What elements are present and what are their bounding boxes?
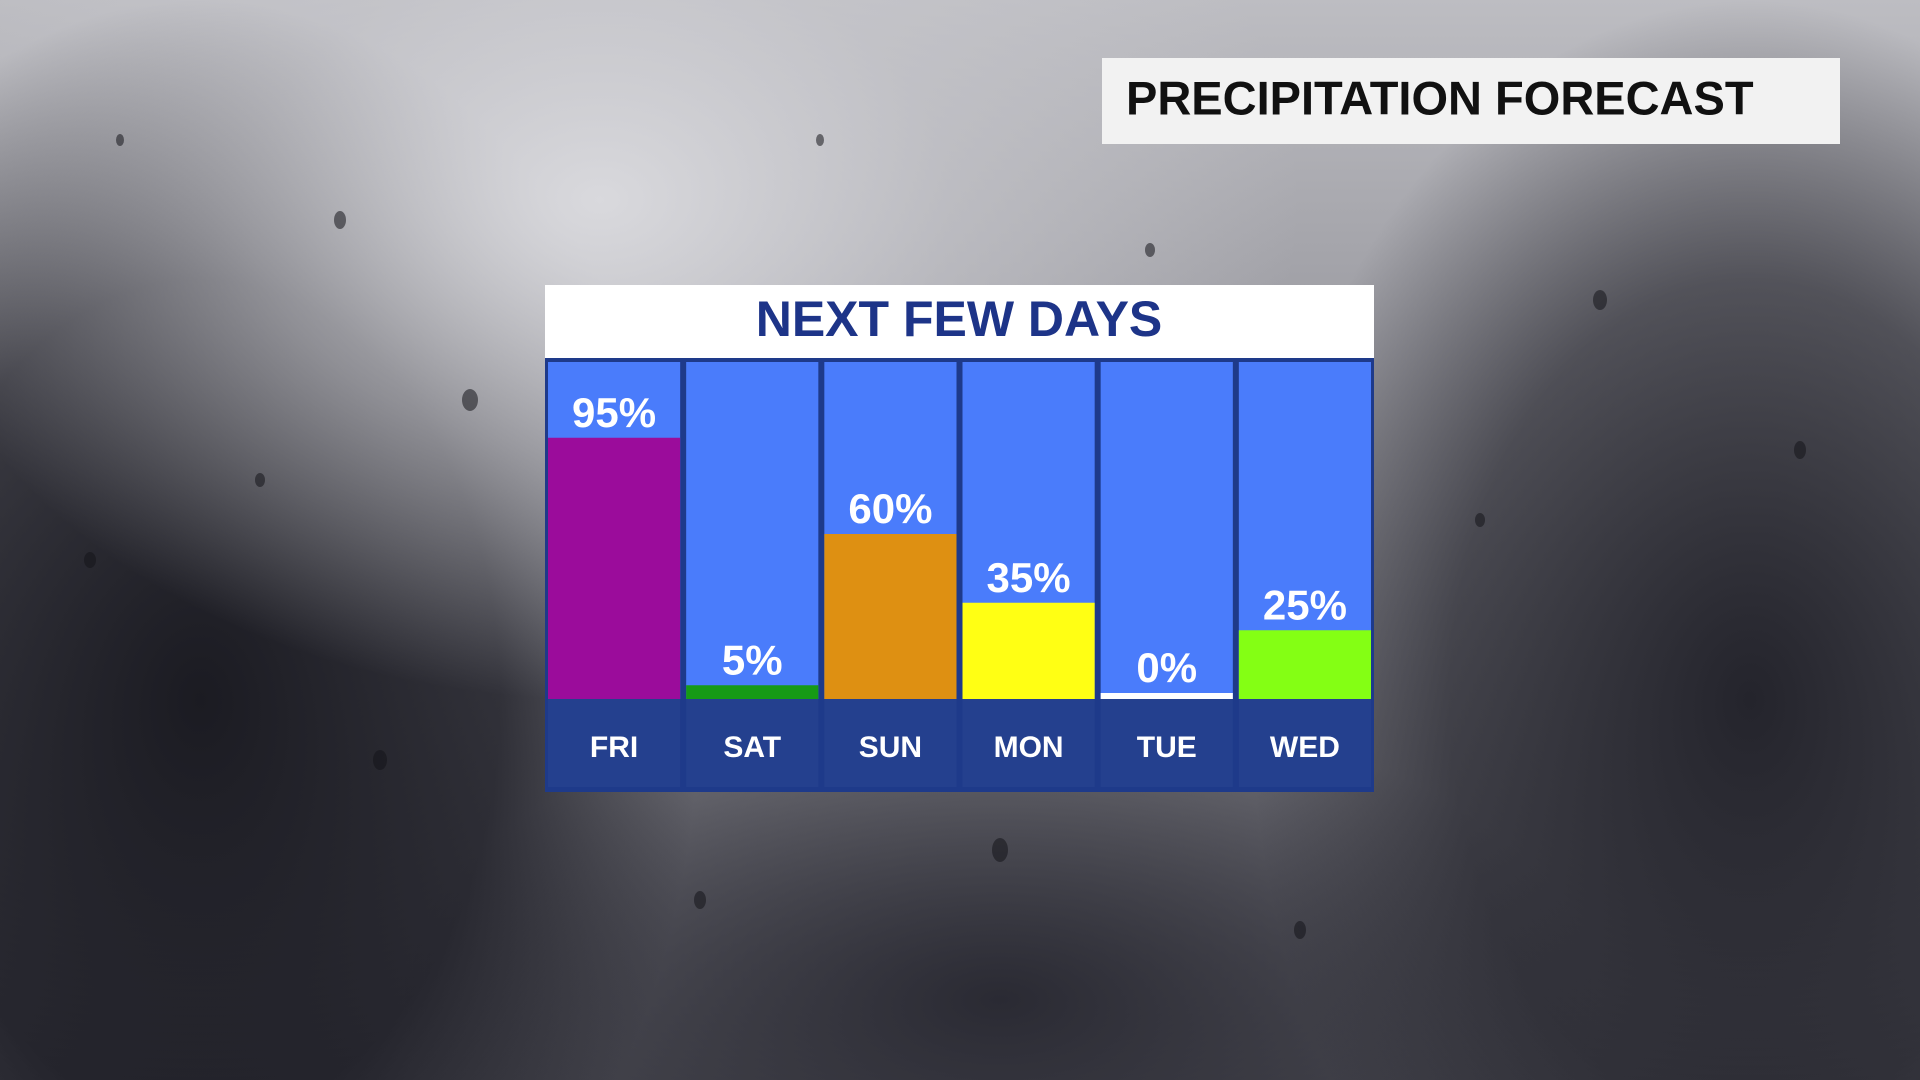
banner-title: PRECIPITATION FORECAST [1126,71,1754,124]
column-background [1100,362,1233,699]
chart-title: NEXT FEW DAYS [756,291,1163,347]
bar [824,534,957,699]
chart-frame [545,358,1374,792]
bar [1100,693,1233,699]
bar [962,602,1095,699]
bar [1238,630,1371,699]
value-label: 95% [572,389,656,436]
bar [686,685,819,699]
day-band [1238,699,1371,787]
banner-box [1102,58,1840,144]
x-tick-label: SUN [859,731,922,764]
x-tick-label: TUE [1137,731,1197,764]
x-tick-label: SAT [723,731,781,764]
value-label: 25% [1263,581,1347,628]
x-tick-label: MON [994,731,1064,764]
bar [548,437,681,699]
x-tick-label: WED [1270,731,1340,764]
day-band [1100,699,1233,787]
value-label: 0% [1136,644,1197,691]
day-band [962,699,1095,787]
chart-header [545,285,1374,358]
value-label: 35% [987,554,1071,601]
value-label: 5% [722,636,783,683]
x-tick-label: FRI [590,731,638,764]
day-band [686,699,819,787]
column-background [686,362,819,699]
value-label: 60% [848,485,932,532]
day-band [824,699,957,787]
raindrops [84,134,1806,939]
day-band [548,699,681,787]
